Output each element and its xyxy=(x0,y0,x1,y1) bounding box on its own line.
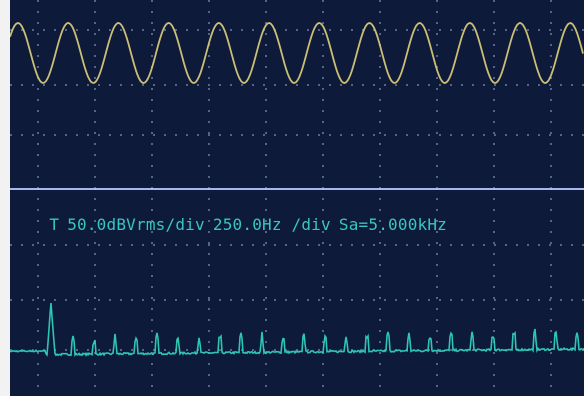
measurement-readout: T 50.0dBVrms/div 250.0Hz /div Sa=5.000kHz xyxy=(10,195,447,234)
sample-rate: Sa=5.000kHz xyxy=(338,215,448,234)
trace-svg xyxy=(10,22,584,357)
time-domain-sine-trace xyxy=(10,22,584,84)
vertical-scale: 50.0dBVrms/div xyxy=(67,215,205,234)
frequency-span: 250.0Hz /div xyxy=(212,215,331,234)
oscilloscope-screen: T 50.0dBVrms/div 250.0Hz /div Sa=5.000kHz xyxy=(10,0,584,396)
fft-spectrum-trace xyxy=(10,303,584,357)
trace-marker: T xyxy=(49,215,60,234)
